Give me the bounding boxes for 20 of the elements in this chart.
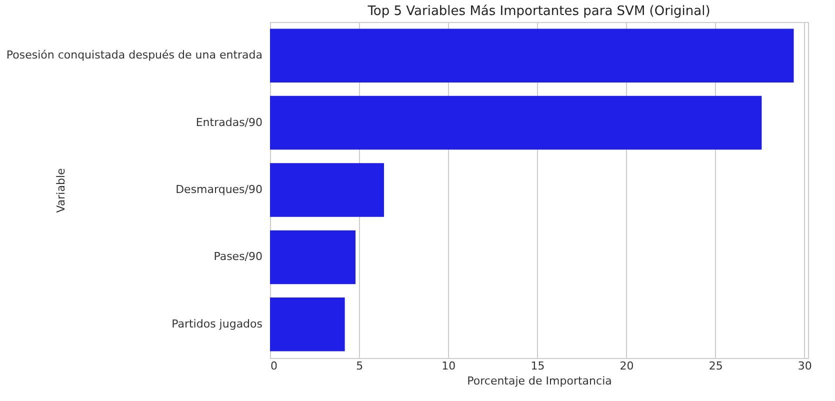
- x-tick-label: 10: [442, 360, 456, 372]
- y-tick-label: Desmarques/90: [176, 183, 262, 196]
- y-tick-label: Posesión conquistada después de una entrada: [6, 48, 262, 62]
- bar: [270, 96, 762, 150]
- x-tick-label: 20: [620, 360, 634, 372]
- x-axis-title: Porcentaje de Importancia: [467, 374, 612, 388]
- bar: [270, 28, 794, 82]
- x-tick-label: 30: [798, 360, 812, 372]
- x-tick-label: 25: [708, 360, 723, 372]
- x-tick-label: 0: [270, 360, 278, 372]
- y-tick-label: Pases/90: [214, 250, 262, 264]
- x-tick-label: 5: [356, 360, 364, 372]
- chart-title: Top 5 Variables Más Importantes para SVM (Original): [366, 4, 710, 19]
- y-tick-label: Partidos jugados: [172, 317, 263, 330]
- bar: [270, 298, 345, 352]
- y-axis-title: Variable: [54, 168, 68, 213]
- bar: [270, 230, 356, 284]
- y-tick-label: Entradas/90: [196, 116, 262, 129]
- bar: [270, 163, 384, 217]
- x-tick-label: 15: [530, 360, 545, 372]
